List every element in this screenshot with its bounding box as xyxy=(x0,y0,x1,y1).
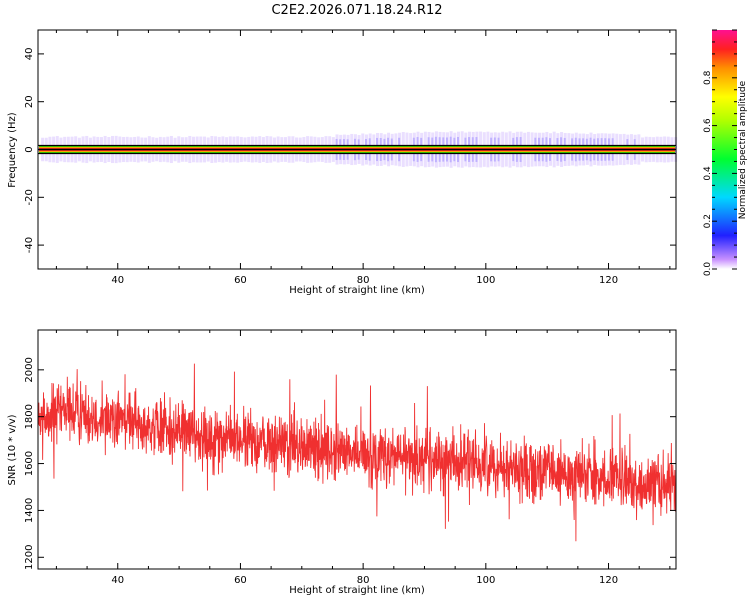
snr-y-tick-label: 1400 xyxy=(24,498,35,523)
snr-x-tick-label: 100 xyxy=(476,575,495,586)
snr-y-tick-label: 1800 xyxy=(24,404,35,429)
figure-title: C2E2.2026.071.18.24.R12 xyxy=(271,3,442,18)
snr-y-tick-label: 1200 xyxy=(24,545,35,570)
colorbar-tick-label: 0.2 xyxy=(703,214,713,228)
spectrogram-axes: 40 60 80 100 120 40 20 0 -20 -40 xyxy=(24,29,677,286)
colorbar-tick-label: 0.0 xyxy=(703,262,713,277)
snr-x-tick-label: 80 xyxy=(357,575,370,586)
colorbar-tick-label: 0.8 xyxy=(703,70,713,85)
snr-frame xyxy=(37,329,677,570)
spectrogram-x-tick-label: 60 xyxy=(234,275,247,286)
spectrogram-x-tick-label: 80 xyxy=(357,275,370,286)
snr-panel: 40 60 80 100 120 2000 1800 1600 1400 1200 Height … xyxy=(7,329,677,596)
snr-y-tick-label: 2000 xyxy=(24,357,35,382)
snr-line xyxy=(38,363,676,542)
spectrogram-y-tick-label: 40 xyxy=(24,48,35,61)
colorbar-tick-label: 0.6 xyxy=(703,118,713,133)
snr-x-tick-label: 60 xyxy=(234,575,247,586)
colorbar-tick-label: 0.4 xyxy=(703,166,713,181)
snr-series xyxy=(38,363,676,542)
spectrogram-x-tick-label: 120 xyxy=(599,275,618,286)
colorbar-label: Normalized spectral amplitude xyxy=(738,80,748,219)
snr-axes: 40 60 80 100 120 2000 1800 1600 1400 1200 xyxy=(24,329,677,586)
spectrogram-x-tick-label: 40 xyxy=(111,275,124,286)
snr-x-tick-label: 120 xyxy=(599,575,618,586)
snr-y-tick-label: 1600 xyxy=(24,451,35,476)
spectrogram-x-axis-label: Height of straight line (km) xyxy=(289,285,425,296)
spectrogram-y-tick-label: -20 xyxy=(24,189,35,205)
colorbar-gradient xyxy=(712,30,737,269)
snr-x-axis-label: Height of straight line (km) xyxy=(289,585,425,596)
colorbar: 0.0 0.2 0.4 0.6 0.8 Normalized spectral ampl… xyxy=(703,29,748,277)
spectrogram-y-tick-label: -40 xyxy=(24,237,35,253)
spectrogram-y-axis-label: Frequency (Hz) xyxy=(7,112,18,188)
spectrogram-panel: 40 60 80 100 120 40 20 0 -20 -40 Height of straig… xyxy=(7,29,678,296)
spectrogram-x-tick-label: 100 xyxy=(476,275,495,286)
snr-x-tick-label: 40 xyxy=(111,575,124,586)
colorbar-ticks: 0.0 0.2 0.4 0.6 0.8 xyxy=(703,29,737,277)
snr-y-axis-label: SNR (10 * v/v) xyxy=(7,414,18,485)
spectrogram-signal xyxy=(38,131,678,168)
spectrogram-y-tick-label: 20 xyxy=(24,95,35,108)
spectrogram-y-tick-label: 0 xyxy=(24,146,35,152)
